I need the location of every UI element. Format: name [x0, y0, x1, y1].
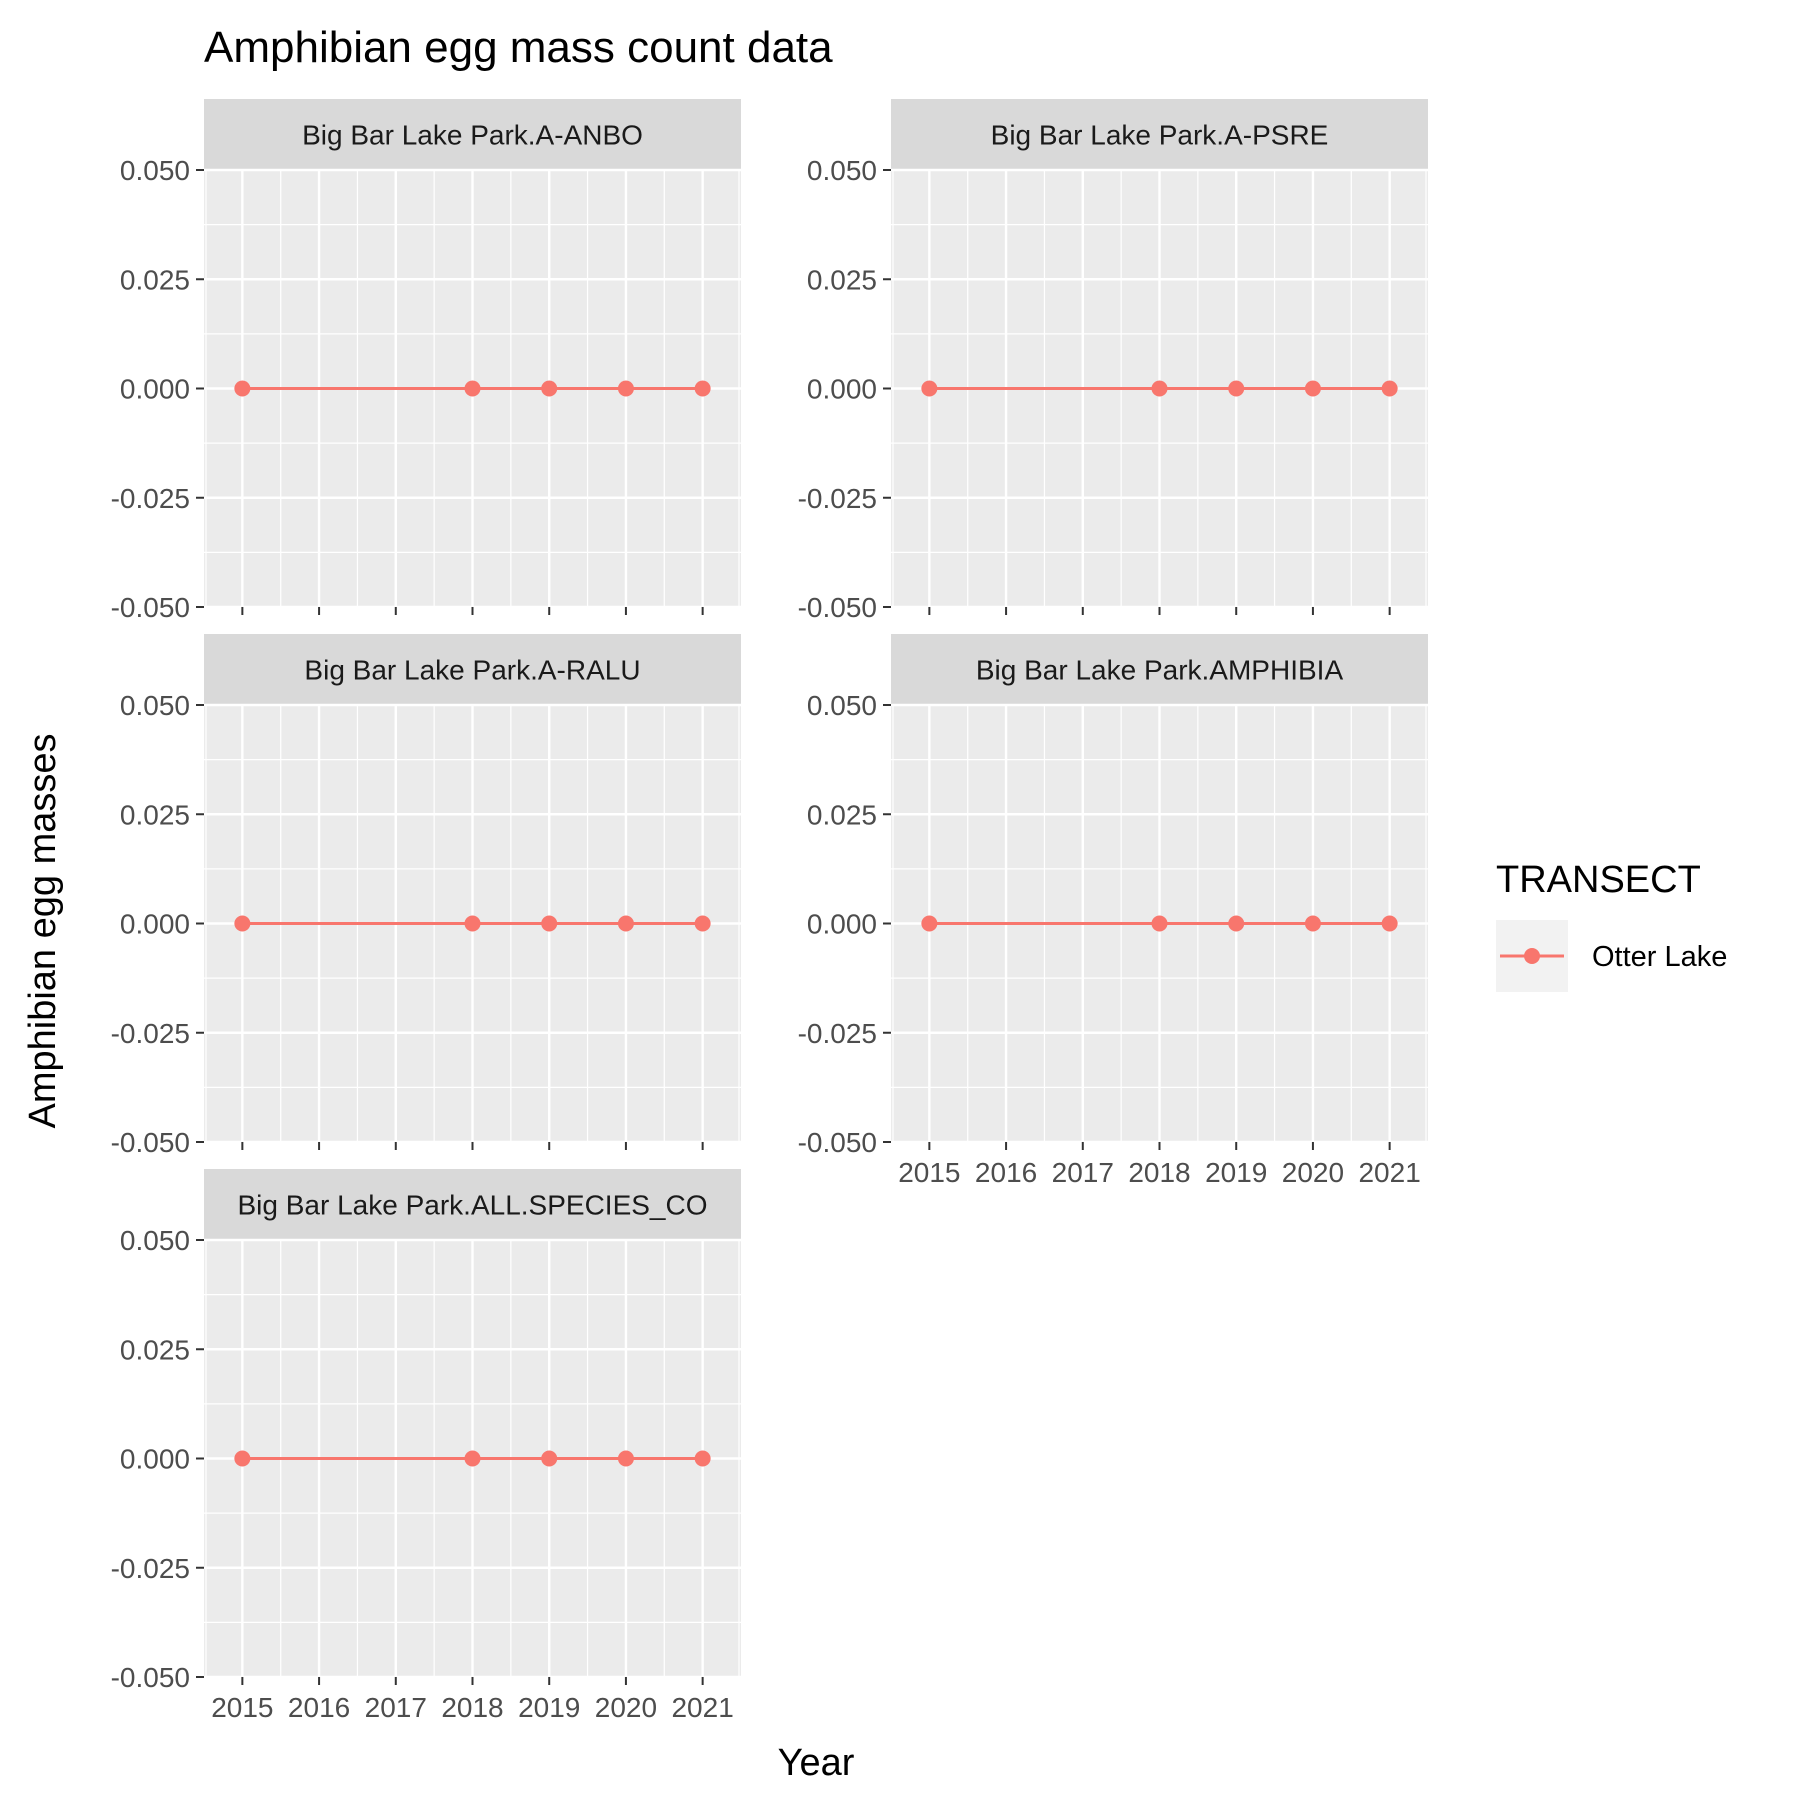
x-tick-label: 2016: [975, 1157, 1037, 1188]
y-tick-label: 0.000: [120, 374, 190, 405]
facet-strip-label: Big Bar Lake Park.AMPHIBIA: [976, 655, 1344, 686]
y-tick-label: 0.025: [807, 799, 877, 830]
x-tick-label: 2020: [595, 1692, 657, 1723]
y-tick-label: 0.000: [120, 1444, 190, 1475]
y-tick-label: -0.025: [111, 1018, 190, 1049]
x-axis-title: Year: [778, 1742, 855, 1784]
y-tick-label: -0.025: [111, 1553, 190, 1584]
data-point: [921, 380, 938, 397]
legend-title: TRANSECT: [1496, 859, 1701, 901]
y-tick-label: 0.050: [120, 155, 190, 186]
x-tick-label: 2020: [1282, 1157, 1344, 1188]
data-point: [1381, 380, 1398, 397]
facet-strip: [204, 634, 741, 705]
data-point: [1151, 915, 1168, 932]
data-point: [234, 1450, 251, 1467]
y-tick-label: 0.000: [807, 909, 877, 940]
data-point: [464, 380, 481, 397]
facet-strip: [891, 99, 1428, 170]
y-tick-label: 0.050: [120, 1225, 190, 1256]
y-tick-label: 0.025: [120, 264, 190, 295]
x-tick-label: 2021: [1358, 1157, 1420, 1188]
data-point: [694, 1450, 711, 1467]
facet-panel: Big Bar Lake Park.ALL.SPECIES_CO -0.050 -0…: [111, 1169, 741, 1723]
y-tick-label: 0.050: [120, 690, 190, 721]
data-point: [1304, 915, 1321, 932]
facet-strip: [204, 99, 741, 170]
data-point: [234, 380, 251, 397]
data-point: [1228, 380, 1245, 397]
data-point: [541, 915, 558, 932]
data-point: [1228, 915, 1245, 932]
facet-panel: Big Bar Lake Park.A-ANBO -0.050 -0.025 0.00…: [111, 99, 741, 623]
facet-strip-label: Big Bar Lake Park.ALL.SPECIES_CO: [238, 1190, 708, 1221]
legend-entry-otter-lake: Otter Lake: [1592, 941, 1727, 973]
data-point: [694, 380, 711, 397]
facet-panel: Big Bar Lake Park.A-PSRE -0.050 -0.025 0.00…: [798, 99, 1428, 623]
data-point: [541, 1450, 558, 1467]
data-point: [464, 915, 481, 932]
y-axis-title: Amphibian egg masses: [22, 734, 64, 1129]
facet-strip-label: Big Bar Lake Park.A-ANBO: [302, 120, 643, 151]
data-point: [1304, 380, 1321, 397]
y-tick-label: 0.025: [120, 799, 190, 830]
data-point: [464, 1450, 481, 1467]
x-tick-label: 2019: [518, 1692, 580, 1723]
x-tick-label: 2018: [441, 1692, 503, 1723]
x-tick-label: 2015: [898, 1157, 960, 1188]
x-tick-label: 2018: [1128, 1157, 1190, 1188]
data-point: [617, 915, 634, 932]
y-tick-label: -0.050: [798, 1127, 877, 1158]
data-point: [694, 915, 711, 932]
y-tick-label: 0.000: [807, 374, 877, 405]
facet-panel: Big Bar Lake Park.A-RALU -0.050 -0.025 0.00…: [111, 634, 741, 1158]
facet-strip: [891, 634, 1428, 705]
y-tick-label: 0.050: [807, 690, 877, 721]
data-point: [617, 380, 634, 397]
y-tick-label: 0.025: [807, 264, 877, 295]
x-tick-label: 2017: [365, 1692, 427, 1723]
y-tick-label: -0.025: [798, 483, 877, 514]
y-tick-label: 0.025: [120, 1334, 190, 1365]
x-tick-label: 2017: [1052, 1157, 1114, 1188]
data-point: [1151, 380, 1168, 397]
y-tick-label: 0.000: [120, 909, 190, 940]
data-point: [234, 915, 251, 932]
x-tick-label: 2021: [671, 1692, 733, 1723]
data-point: [617, 1450, 634, 1467]
facet-strip-label: Big Bar Lake Park.A-RALU: [304, 655, 640, 686]
legend-key-point: [1524, 948, 1540, 964]
y-tick-label: -0.025: [798, 1018, 877, 1049]
facet-strip-label: Big Bar Lake Park.A-PSRE: [991, 120, 1329, 151]
data-point: [1381, 915, 1398, 932]
y-tick-label: -0.050: [798, 592, 877, 623]
facet-panel: Big Bar Lake Park.AMPHIBIA -0.050 -0.025 0.…: [798, 634, 1428, 1188]
y-tick-label: -0.050: [111, 1127, 190, 1158]
facet-panels: Big Bar Lake Park.A-ANBO -0.050 -0.025 0.00…: [111, 99, 1428, 1723]
y-tick-label: -0.050: [111, 592, 190, 623]
data-point: [921, 915, 938, 932]
y-tick-label: -0.025: [111, 483, 190, 514]
chart-title: Amphibian egg mass count data: [204, 23, 833, 72]
y-tick-label: -0.050: [111, 1662, 190, 1693]
legend: TRANSECT Otter Lake: [1496, 859, 1727, 992]
x-tick-label: 2019: [1205, 1157, 1267, 1188]
data-point: [541, 380, 558, 397]
y-tick-label: 0.050: [807, 155, 877, 186]
x-tick-label: 2015: [211, 1692, 273, 1723]
x-tick-label: 2016: [288, 1692, 350, 1723]
facet-strip: [204, 1169, 741, 1240]
